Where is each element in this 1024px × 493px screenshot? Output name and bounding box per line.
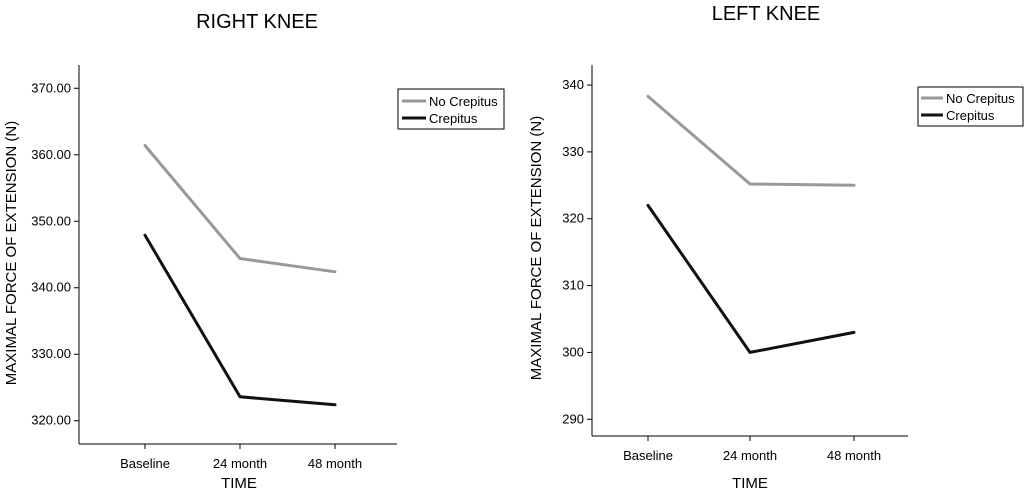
legend-box — [397, 88, 505, 130]
y-tick-label: 370.00 — [31, 80, 71, 95]
x-ticks: Baseline 24 month 48 month — [623, 436, 881, 463]
series-line-no-crepitus — [646, 94, 856, 187]
y-tick-label: 340 — [562, 77, 584, 92]
x-tick-label: 48 month — [827, 448, 881, 463]
x-tick-label: Baseline — [120, 456, 170, 471]
y-tick-label: 330 — [562, 144, 584, 159]
x-axis-label: TIME — [221, 475, 257, 492]
y-ticks: 320.00 330.00 340.00 350.00 360.00 370.00 — [31, 80, 79, 428]
chart-title: LEFT KNEE — [712, 3, 821, 25]
y-tick-label: 300 — [562, 344, 584, 359]
y-tick-label: 360.00 — [31, 147, 71, 162]
x-tick-label: 24 month — [213, 456, 267, 471]
right-knee-chart: RIGHT KNEE MAXIMAL FORCE OF EXTENSION (N… — [3, 11, 505, 492]
y-tick-label: 290 — [562, 411, 584, 426]
legend-label-crepitus: Crepitus — [429, 111, 478, 126]
y-tick-label: 320.00 — [31, 413, 71, 428]
y-tick-label: 330.00 — [31, 346, 71, 361]
x-tick-label: 48 month — [308, 456, 362, 471]
series-line-no-crepitus — [143, 144, 337, 274]
legend-label-no-crepitus: No Crepitus — [946, 91, 1015, 106]
x-tick-label: Baseline — [623, 448, 673, 463]
series-lines — [143, 144, 337, 407]
series-line-crepitus — [143, 233, 337, 407]
y-tick-label: 320 — [562, 211, 584, 226]
y-axis-label: MAXIMAL FORCE OF EXTENSION (N) — [528, 116, 545, 380]
legend-box — [917, 86, 1024, 127]
legend: No Crepitus Crepitus — [397, 88, 505, 130]
x-ticks: Baseline 24 month 48 month — [120, 444, 362, 471]
y-ticks: 290 300 310 320 330 340 — [562, 77, 592, 426]
x-axis-label: TIME — [732, 475, 768, 492]
x-tick-label: 24 month — [723, 448, 777, 463]
y-axis-label: MAXIMAL FORCE OF EXTENSION (N) — [3, 121, 20, 385]
series-line-crepitus — [646, 203, 856, 354]
legend-label-crepitus: Crepitus — [946, 108, 995, 123]
y-tick-label: 350.00 — [31, 213, 71, 228]
series-lines — [646, 94, 856, 354]
left-knee-chart: LEFT KNEE MAXIMAL FORCE OF EXTENSION (N)… — [528, 3, 1024, 492]
y-tick-label: 310 — [562, 278, 584, 293]
legend-label-no-crepitus: No Crepitus — [429, 94, 498, 109]
y-tick-label: 340.00 — [31, 280, 71, 295]
legend: No Crepitus Crepitus — [917, 86, 1024, 127]
chart-title: RIGHT KNEE — [196, 11, 318, 33]
